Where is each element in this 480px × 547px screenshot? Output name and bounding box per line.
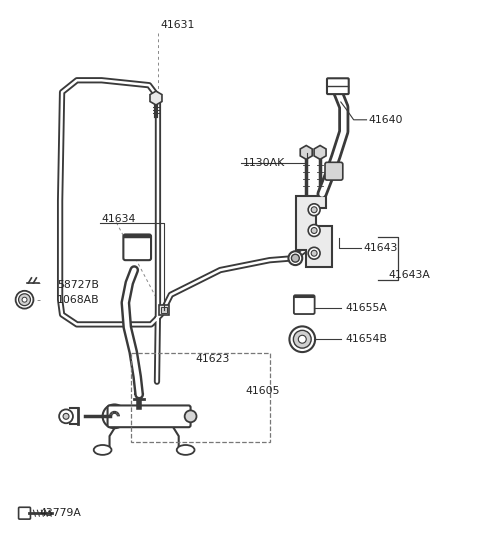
Circle shape — [298, 335, 306, 343]
FancyBboxPatch shape — [294, 295, 314, 314]
Circle shape — [63, 414, 69, 420]
Text: 41654B: 41654B — [346, 334, 388, 344]
Polygon shape — [296, 196, 332, 267]
Circle shape — [185, 410, 196, 422]
Circle shape — [311, 207, 317, 213]
Circle shape — [22, 297, 27, 302]
Bar — [161, 307, 167, 312]
Circle shape — [311, 251, 317, 256]
Text: 41655A: 41655A — [346, 302, 388, 312]
Circle shape — [291, 254, 300, 262]
Text: 41643A: 41643A — [388, 270, 430, 280]
Text: 41643: 41643 — [363, 243, 398, 253]
Circle shape — [311, 228, 317, 234]
Circle shape — [59, 409, 73, 423]
Text: 41634: 41634 — [102, 214, 136, 224]
Circle shape — [19, 294, 30, 306]
FancyBboxPatch shape — [108, 405, 191, 427]
Circle shape — [308, 204, 320, 216]
Circle shape — [288, 251, 302, 265]
Text: 41623: 41623 — [195, 354, 230, 364]
Text: 1130AK: 1130AK — [243, 158, 285, 168]
FancyBboxPatch shape — [123, 235, 151, 260]
Circle shape — [289, 327, 315, 352]
Text: 1068AB: 1068AB — [57, 295, 100, 305]
Circle shape — [103, 404, 126, 428]
Circle shape — [308, 225, 320, 236]
Bar — [131, 353, 270, 442]
FancyBboxPatch shape — [325, 162, 343, 180]
Circle shape — [308, 247, 320, 259]
FancyBboxPatch shape — [327, 78, 349, 94]
FancyBboxPatch shape — [19, 507, 30, 519]
Bar — [159, 305, 169, 315]
Text: 41631: 41631 — [161, 20, 195, 30]
Text: 58727B: 58727B — [57, 280, 99, 290]
Text: 41640: 41640 — [369, 115, 403, 125]
Circle shape — [293, 330, 311, 348]
Ellipse shape — [94, 445, 111, 455]
Text: 43779A: 43779A — [39, 508, 81, 518]
Circle shape — [16, 291, 34, 309]
Ellipse shape — [177, 445, 194, 455]
Text: 41605: 41605 — [245, 386, 279, 395]
